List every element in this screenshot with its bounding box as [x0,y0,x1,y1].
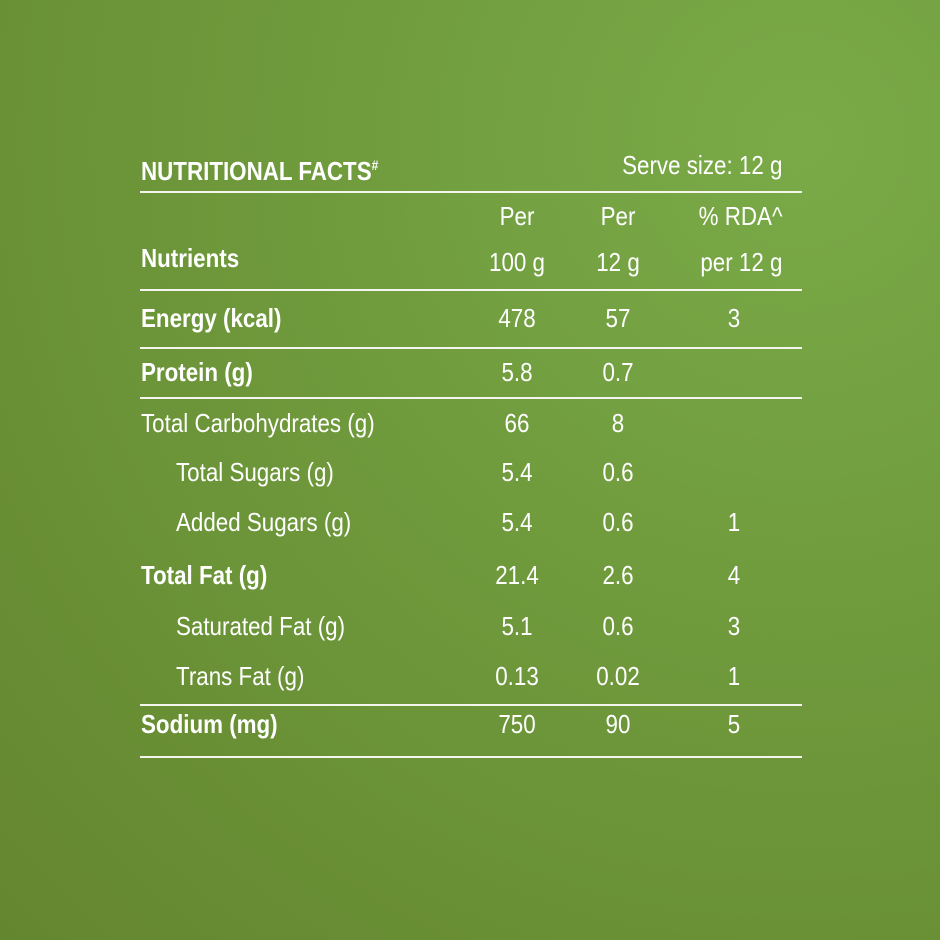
header-per100-line1: Per [499,201,535,231]
header-nutrients: Nutrients [141,243,240,273]
header-per100-line2: 100 g [489,247,545,277]
value-per-100g: 66 [504,408,530,438]
nutrient-name: Saturated Fat (g) [176,611,346,641]
nutrient-name: Total Carbohydrates (g) [141,408,375,438]
value-per-100g: 21.4 [495,560,539,590]
nutrient-name: Protein (g) [141,357,253,387]
divider [140,756,802,758]
value-per-12g: 8 [611,408,625,438]
nutrient-name: Energy (kcal) [141,303,282,333]
value-per-100g: 5.1 [501,611,533,641]
value-per-12g: 90 [605,709,631,739]
value-per-12g: 0.6 [602,507,634,537]
header-rda-line2: per 12 g [699,247,782,277]
value-rda: 3 [727,303,741,333]
serve-size: Serve size: 12 g [621,150,782,180]
value-rda: 1 [727,661,741,691]
nutrient-name: Total Sugars (g) [176,457,334,487]
nutrient-name: Added Sugars (g) [176,507,352,537]
value-per-12g: 2.6 [602,560,634,590]
nutrient-name: Total Fat (g) [141,560,268,590]
divider [140,704,802,706]
divider [140,347,802,349]
value-per-100g: 5.4 [501,507,533,537]
value-per-100g: 5.4 [501,457,533,487]
nutrient-name: Trans Fat (g) [176,661,305,691]
value-rda: 1 [727,507,741,537]
value-per-12g: 0.6 [602,611,634,641]
value-per-12g: 0.7 [602,357,634,387]
nutrient-name: Sodium (mg) [141,709,278,739]
value-per-100g: 478 [498,303,536,333]
value-per-100g: 0.13 [495,661,539,691]
divider [140,289,802,291]
value-per-100g: 5.8 [501,357,533,387]
value-per-12g: 0.6 [602,457,634,487]
divider [140,397,802,399]
value-rda: 4 [727,560,741,590]
value-per-12g: 57 [605,303,631,333]
table-title: NUTRITIONAL FACTS# [141,156,379,186]
divider [140,191,802,193]
value-per-12g: 0.02 [596,661,640,691]
header-per12-line2: 12 g [596,247,640,277]
value-rda: 3 [727,611,741,641]
value-rda: 5 [727,709,741,739]
header-per12-line1: Per [600,201,636,231]
header-rda-line1: % RDA^ [698,201,782,231]
value-per-100g: 750 [498,709,536,739]
